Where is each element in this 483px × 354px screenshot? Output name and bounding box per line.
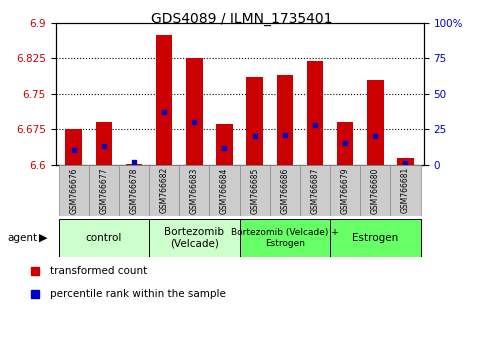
Bar: [65, 129, 82, 165]
Text: Bortezomib
(Velcade): Bortezomib (Velcade): [164, 227, 224, 249]
Text: GSM766679: GSM766679: [341, 167, 350, 214]
Bar: [367, 80, 384, 165]
Text: GSM766680: GSM766680: [371, 167, 380, 213]
Bar: [126, 164, 142, 165]
Text: GSM766682: GSM766682: [160, 167, 169, 213]
Text: GSM766686: GSM766686: [280, 167, 289, 213]
Bar: [186, 58, 202, 165]
Bar: [277, 75, 293, 165]
Bar: [246, 77, 263, 165]
Bar: [119, 165, 149, 216]
Bar: [307, 61, 323, 165]
Bar: [179, 165, 210, 216]
Bar: [337, 122, 354, 165]
Text: GSM766678: GSM766678: [129, 167, 139, 213]
Text: ▶: ▶: [39, 233, 48, 243]
Bar: [270, 165, 300, 216]
Bar: [156, 35, 172, 165]
Bar: [240, 165, 270, 216]
Bar: [330, 219, 421, 257]
Bar: [149, 165, 179, 216]
Text: GSM766683: GSM766683: [190, 167, 199, 213]
Text: control: control: [85, 233, 122, 243]
Bar: [58, 219, 149, 257]
Bar: [149, 219, 240, 257]
Bar: [96, 122, 112, 165]
Text: GSM766684: GSM766684: [220, 167, 229, 213]
Bar: [360, 165, 390, 216]
Bar: [240, 219, 330, 257]
Bar: [390, 165, 421, 216]
Text: GSM766676: GSM766676: [69, 167, 78, 214]
Text: GSM766681: GSM766681: [401, 167, 410, 213]
Bar: [300, 165, 330, 216]
Text: GSM766687: GSM766687: [311, 167, 319, 213]
Text: GDS4089 / ILMN_1735401: GDS4089 / ILMN_1735401: [151, 12, 332, 27]
Text: GSM766685: GSM766685: [250, 167, 259, 213]
Bar: [330, 165, 360, 216]
Bar: [216, 125, 233, 165]
Text: Estrogen: Estrogen: [352, 233, 398, 243]
Text: GSM766677: GSM766677: [99, 167, 108, 214]
Text: agent: agent: [7, 233, 37, 243]
Text: Bortezomib (Velcade) +
Estrogen: Bortezomib (Velcade) + Estrogen: [231, 228, 339, 248]
Bar: [58, 165, 89, 216]
Bar: [210, 165, 240, 216]
Text: percentile rank within the sample: percentile rank within the sample: [50, 289, 226, 299]
Text: transformed count: transformed count: [50, 266, 148, 276]
Bar: [397, 158, 414, 165]
Bar: [89, 165, 119, 216]
